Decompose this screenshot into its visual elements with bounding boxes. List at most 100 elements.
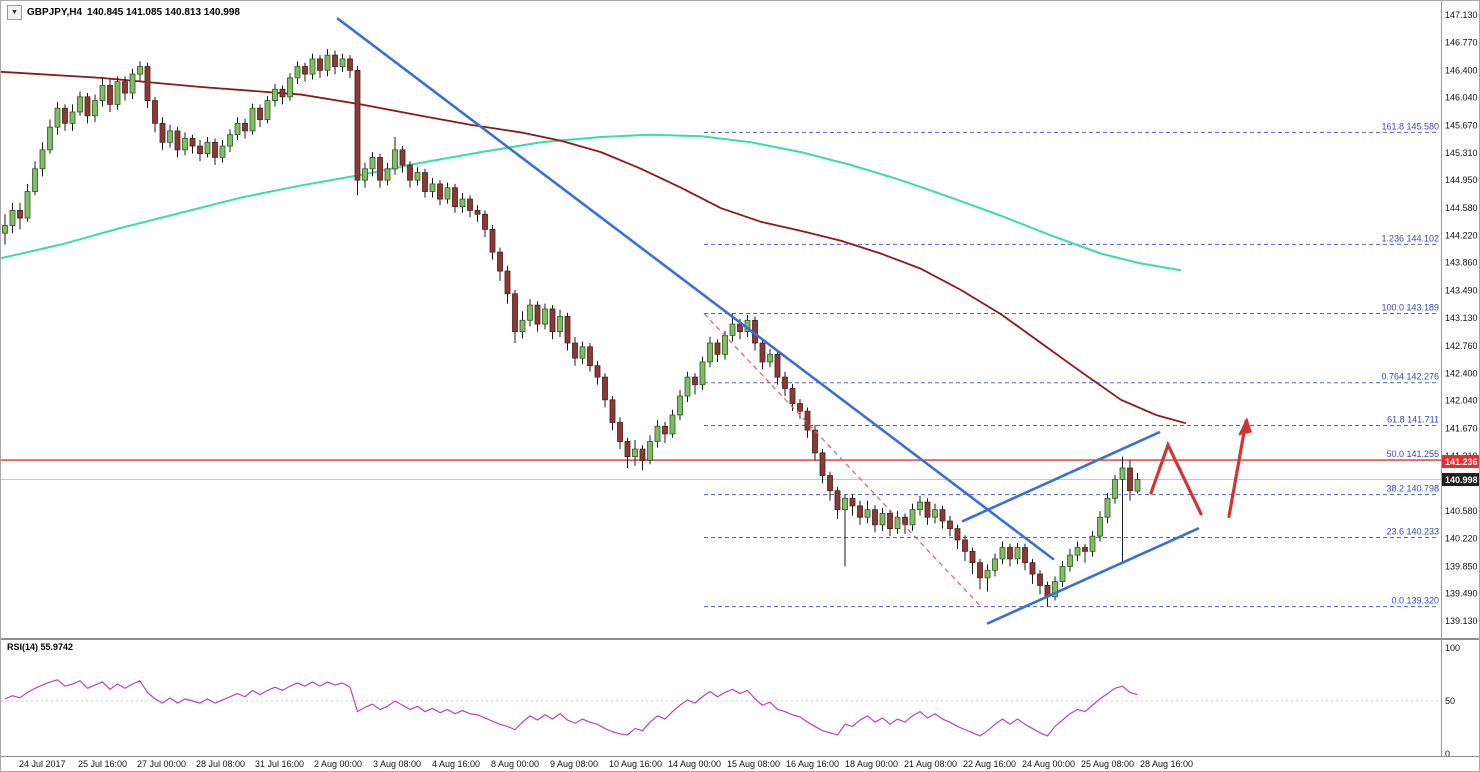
candle-body [84, 96, 91, 117]
candle-body [819, 452, 826, 476]
candle-body [827, 475, 833, 492]
price-chart-canvas[interactable]: 161.8 145.580 1.236 144.102 100.0 143.189 0… [1, 1, 1480, 638]
candle-body [144, 66, 151, 102]
candle-body [1007, 547, 1013, 560]
rsi-axis[interactable]: 100 50 0 [1445, 643, 1460, 756]
candle-body [587, 346, 593, 367]
time-axis-label: 22 Aug 16:00 [963, 759, 1017, 769]
candle-body [429, 183, 436, 192]
price-tick-label: 147.130 [1445, 10, 1478, 20]
candle-body [872, 509, 878, 526]
candle-body [1097, 516, 1103, 537]
time-axis-label: 31 Jul 16:00 [255, 759, 305, 769]
candle-body [932, 509, 938, 518]
candle-body [999, 547, 1006, 560]
price-tick-label: 146.770 [1445, 37, 1478, 47]
candle-body [1134, 479, 1141, 492]
channel-upper-line[interactable] [961, 431, 1161, 523]
candle-body [1082, 547, 1088, 552]
candle-body [182, 138, 188, 151]
candle-body [257, 107, 263, 120]
candle-body [309, 58, 316, 75]
candle-body [789, 388, 796, 405]
price-badge-text: 140.998 [1445, 475, 1478, 485]
time-axis-label: 24 Jul 2017 [19, 759, 66, 769]
candle-body [24, 191, 31, 219]
candle-body [99, 85, 106, 102]
candle-body [887, 513, 893, 529]
candle-body [834, 490, 841, 511]
candle-body [54, 107, 61, 128]
price-axis-separator [1441, 1, 1442, 756]
fib-retracement-layer[interactable]: 161.8 145.580 1.236 144.102 100.0 143.189 0… [704, 121, 1439, 608]
candle-body [92, 100, 98, 117]
rsi-tick-label: 50 [1445, 696, 1455, 706]
candle-body [62, 107, 68, 124]
ma-slow-teal[interactable] [1, 133, 1182, 272]
downtrend-line[interactable] [336, 17, 1055, 561]
channel-lower-line[interactable] [986, 527, 1200, 625]
time-axis-label: 8 Aug 00:00 [491, 759, 540, 769]
price-tick-label: 140.580 [1445, 506, 1478, 516]
time-axis-label: 3 Aug 08:00 [373, 759, 422, 769]
candle-body [354, 69, 361, 181]
symbol-title-chip[interactable]: ▼ GBPJPY,H4 140.845 141.085 140.813 140.… [5, 4, 246, 21]
price-tick-label: 145.310 [1445, 148, 1478, 158]
candle-body [1022, 547, 1028, 564]
candle-body [1059, 566, 1066, 583]
candle-body [969, 550, 976, 564]
candle-body [924, 501, 931, 518]
candle-body [467, 198, 473, 211]
time-axis-label: 14 Aug 00:00 [668, 759, 722, 769]
time-axis-label: 16 Aug 16:00 [786, 759, 840, 769]
ma-fast-darkred[interactable] [1, 70, 1187, 425]
rsi-indicator-panel[interactable]: 100 50 0 [1, 638, 1480, 756]
candle-body [684, 376, 691, 397]
rsi-line[interactable] [4, 679, 1138, 737]
candle-body [414, 172, 421, 181]
candle-body [204, 141, 211, 155]
candle-body [459, 198, 466, 208]
price-badge-text: 141.236 [1445, 457, 1478, 467]
fib-level-label: 61.8 141.711 [1387, 415, 1439, 425]
candle-body [707, 342, 713, 363]
candle-body [992, 558, 998, 571]
rsi-canvas[interactable]: 100 50 0 [1, 640, 1480, 756]
candle-body [1119, 467, 1126, 480]
candle-body [692, 376, 698, 386]
candle-body [129, 73, 136, 94]
candle-body [17, 210, 23, 219]
price-axis[interactable]: 147.130 146.770 146.400 146.040 145.670 145.3… [1445, 10, 1478, 626]
price-tick-label: 144.580 [1445, 203, 1478, 213]
price-chart-panel[interactable]: 161.8 145.580 1.236 144.102 100.0 143.189 0… [1, 1, 1480, 638]
candle-body [497, 251, 503, 272]
candle-body [399, 149, 406, 166]
projection-arrow[interactable] [1149, 440, 1203, 516]
price-badge: 141.236 [1442, 454, 1479, 468]
candle-body [32, 168, 38, 192]
candle-body [219, 145, 226, 158]
fib-level-label: 38.2 140.798 [1386, 484, 1439, 494]
candle-body [947, 520, 953, 529]
candle-body [212, 141, 218, 158]
candle-body [879, 513, 886, 526]
candle-body [422, 172, 428, 192]
candle-body [1067, 554, 1073, 567]
fib-level-label: 161.8 145.580 [1381, 121, 1439, 131]
projection-arrowhead [1238, 417, 1252, 436]
symbol-dropdown-icon[interactable]: ▼ [7, 5, 22, 20]
candle-body [812, 429, 818, 454]
candle-body [624, 441, 631, 458]
price-tick-label: 142.760 [1445, 341, 1478, 351]
candle-body [512, 293, 518, 333]
projection-arrow[interactable] [1227, 419, 1248, 519]
candle-body [242, 122, 248, 132]
candle-body [722, 335, 728, 355]
price-badge: 140.998 [1442, 473, 1479, 487]
candle-body [317, 58, 323, 71]
time-axis[interactable]: 24 Jul 2017 25 Jul 16:00 27 Jul 00:00 28 Ju… [1, 756, 1479, 771]
rsi-label: RSI(14) 55.9742 [7, 642, 74, 652]
candle-body [167, 130, 173, 143]
candle-body [347, 58, 353, 71]
